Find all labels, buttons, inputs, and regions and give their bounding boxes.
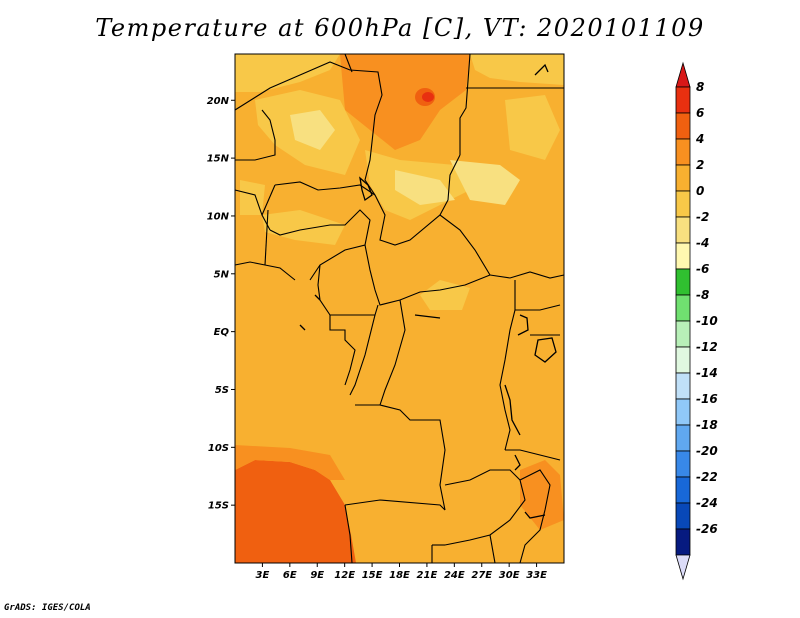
lon-tick-label: 24E (444, 570, 465, 581)
colorbar-label: -18 (696, 418, 718, 432)
colorbar-segment (675, 346, 691, 374)
colorbar-label: -2 (696, 210, 709, 224)
lakes-and-coasts (299, 63, 557, 519)
colorbar-segment (675, 502, 691, 530)
colorbar: 8 6 4 2 0 -2 -4 -6 -8 -10 -12 -14 -16 -18 -20 -22 -24 -26 (675, 61, 718, 581)
colorbar-label: -22 (696, 470, 718, 484)
country-borders (234, 53, 565, 564)
lat-tick-label: 20N (207, 96, 230, 107)
lon-tick-label: 30E (499, 570, 520, 581)
colorbar-label: -16 (696, 392, 718, 406)
colorbar-label: 8 (696, 80, 704, 94)
colorbar-segment (675, 398, 691, 426)
colorbar-top-cap (675, 61, 691, 88)
lat-tick-label: 15N (207, 154, 230, 165)
colorbar-label: -14 (696, 366, 718, 380)
colorbar-segment (675, 294, 691, 322)
longitude-axis: 3E 6E 9E 12E 15E 18E 21E 24E 27E 30E 33E (256, 563, 547, 581)
colorbar-segment (675, 528, 691, 556)
colorbar-segment (675, 190, 691, 218)
colorbar-label: -20 (696, 444, 718, 458)
colorbar-label: -6 (696, 262, 709, 276)
colorbar-segment (675, 112, 691, 140)
temperature-field (235, 54, 564, 563)
colorbar-bottom-cap (675, 554, 691, 581)
lon-tick-label: 15E (362, 570, 383, 581)
colorbar-label: -26 (696, 522, 718, 536)
colorbar-label: -24 (696, 496, 718, 510)
lat-tick-label: 10N (207, 211, 230, 222)
footer-credit: GrADS: IGES/COLA (4, 603, 91, 613)
lon-tick-label: 33E (526, 570, 547, 581)
lat-tick-label: 5N (214, 269, 230, 280)
colorbar-segment (675, 424, 691, 452)
colorbar-segment (675, 216, 691, 244)
lat-tick-label: EQ (214, 327, 230, 338)
colorbar-segment (675, 164, 691, 192)
colorbar-label: -10 (696, 314, 718, 328)
lon-tick-label: 27E (471, 570, 492, 581)
colorbar-segment (675, 450, 691, 478)
latitude-axis: 20N 15N 10N 5N EQ 5S 10S 15S (207, 96, 235, 512)
colorbar-label: -12 (696, 340, 718, 354)
colorbar-label: -4 (696, 236, 709, 250)
colorbar-label: -8 (696, 288, 709, 302)
colorbar-segment (675, 138, 691, 166)
colorbar-segment (675, 372, 691, 400)
colorbar-segment (675, 476, 691, 504)
lon-tick-label: 3E (256, 570, 270, 581)
colorbar-label: 0 (696, 184, 704, 198)
colorbar-label: 4 (695, 132, 704, 146)
lon-tick-label: 12E (334, 570, 355, 581)
chart-title: Temperature at 600hPa [C], VT: 202010110… (95, 14, 705, 42)
lat-tick-label: 10S (208, 443, 229, 454)
colorbar-segment (675, 86, 691, 114)
colorbar-segment (675, 268, 691, 296)
lon-tick-label: 6E (283, 570, 297, 581)
lon-tick-label: 18E (389, 570, 410, 581)
colorbar-label: 6 (696, 106, 704, 120)
colorbar-segment (675, 320, 691, 348)
lon-tick-label: 9E (310, 570, 324, 581)
lat-tick-label: 5S (215, 385, 229, 396)
colorbar-segment (675, 242, 691, 270)
lon-tick-label: 21E (417, 570, 438, 581)
lat-tick-label: 15S (208, 501, 229, 512)
colorbar-label: 2 (696, 158, 704, 172)
